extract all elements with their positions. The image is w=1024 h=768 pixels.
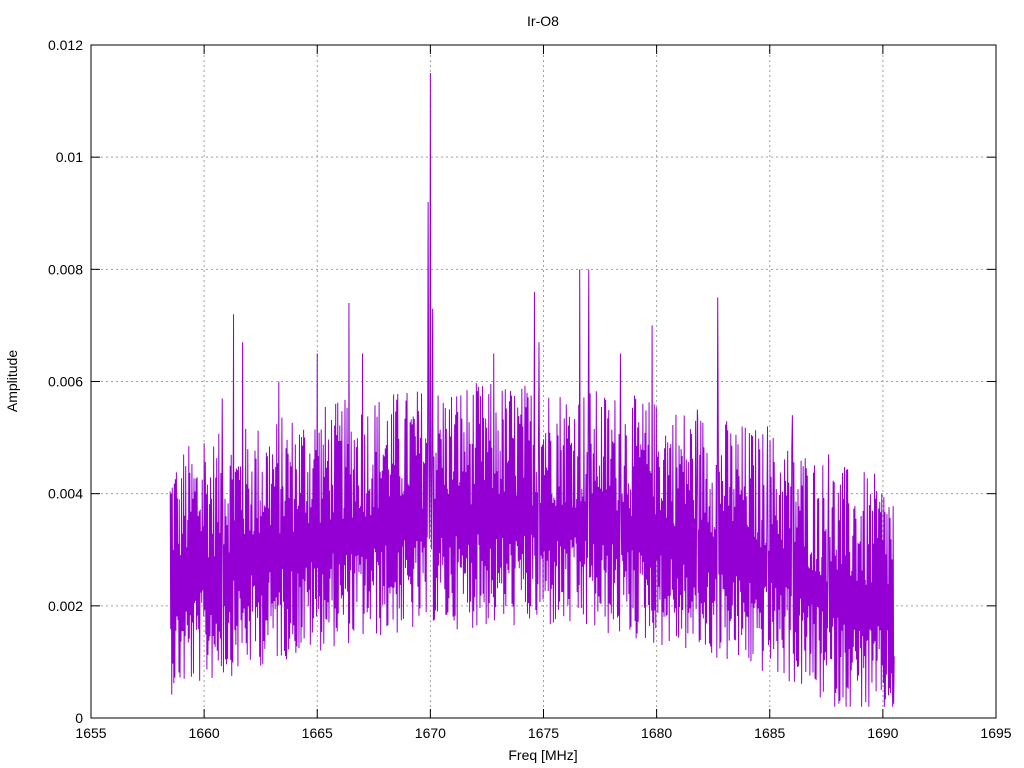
x-tick-label: 1685 bbox=[754, 725, 785, 741]
x-tick-label: 1655 bbox=[75, 725, 106, 741]
y-tick-label: 0.006 bbox=[48, 374, 83, 390]
y-tick-label: 0 bbox=[75, 710, 83, 726]
series-layer bbox=[169, 73, 895, 707]
y-tick-label: 0.002 bbox=[48, 598, 83, 614]
x-axis-label: Freq [MHz] bbox=[508, 747, 577, 763]
x-tick-label: 1695 bbox=[980, 725, 1011, 741]
x-tick-label: 1660 bbox=[189, 725, 220, 741]
x-tick-label: 1670 bbox=[415, 725, 446, 741]
x-tick-label: 1675 bbox=[528, 725, 559, 741]
y-tick-label: 0.004 bbox=[48, 486, 83, 502]
x-tick-label: 1690 bbox=[867, 725, 898, 741]
plot-frame bbox=[90, 44, 997, 719]
chart-title: Ir-O8 bbox=[527, 13, 559, 29]
y-tick-label: 0.008 bbox=[48, 261, 83, 277]
y-tick-label: 0.01 bbox=[56, 149, 83, 165]
tick-labels: 1655 1660 1665 1670 1675 1680 1685 1690 1695 0 0.0… bbox=[48, 37, 1012, 741]
y-tick-label: 0.012 bbox=[48, 37, 83, 53]
x-tick-label: 1680 bbox=[641, 725, 672, 741]
x-tick-label: 1665 bbox=[302, 725, 333, 741]
series-line bbox=[169, 73, 895, 707]
y-axis-label: Amplitude bbox=[4, 350, 20, 412]
